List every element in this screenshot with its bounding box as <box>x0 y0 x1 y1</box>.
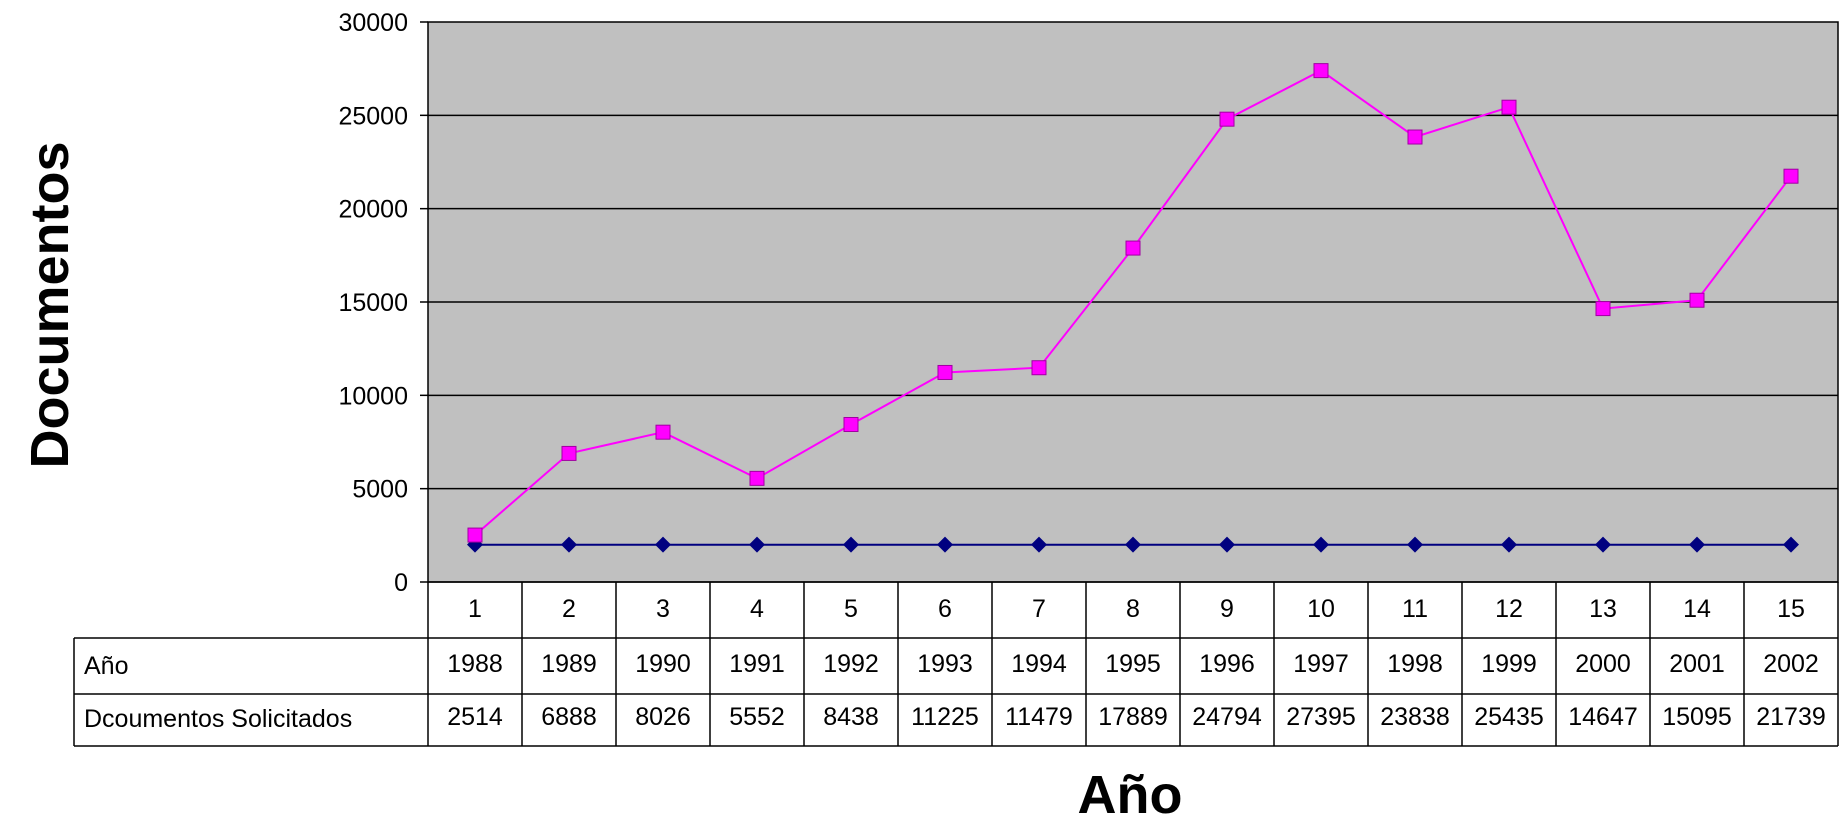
data-label: 1990 <box>635 650 691 678</box>
data-point <box>1220 112 1234 126</box>
data-point <box>468 528 482 542</box>
data-point <box>656 425 670 439</box>
y-tick-label: 5000 <box>352 476 408 504</box>
data-label: 8026 <box>635 703 691 731</box>
data-label: 5552 <box>729 703 785 731</box>
data-point <box>1032 361 1046 375</box>
data-label: 24794 <box>1192 703 1262 731</box>
data-label: 1991 <box>729 650 785 678</box>
data-label: 25435 <box>1474 703 1544 731</box>
x-tick-label: 14 <box>1683 595 1711 623</box>
data-label: 1994 <box>1011 650 1067 678</box>
data-label: 27395 <box>1286 703 1356 731</box>
x-tick-label: 6 <box>938 595 952 623</box>
x-tick-label: 12 <box>1495 595 1523 623</box>
data-label: 11479 <box>1005 703 1073 731</box>
y-tick-label: 25000 <box>338 102 408 130</box>
x-tick-label: 8 <box>1126 595 1140 623</box>
data-label: 1998 <box>1387 650 1443 678</box>
x-tick-label: 11 <box>1402 595 1428 623</box>
data-point <box>1596 302 1610 316</box>
data-label: 8438 <box>823 703 879 731</box>
y-axis-title: Documentos <box>20 141 80 468</box>
data-label: 1992 <box>823 650 879 678</box>
data-point <box>938 365 952 379</box>
y-tick-label: 15000 <box>338 289 408 317</box>
x-tick-label: 7 <box>1032 595 1046 623</box>
x-tick-label: 10 <box>1307 595 1335 623</box>
data-point <box>1784 169 1798 183</box>
data-label: 1995 <box>1105 650 1161 678</box>
x-tick-label: 13 <box>1589 595 1617 623</box>
x-tick-label: 9 <box>1220 595 1234 623</box>
table-row-label: Año <box>84 652 128 680</box>
data-point <box>1502 100 1516 114</box>
y-tick-label: 20000 <box>338 196 408 224</box>
y-axis-ticks: 0 5000 10000 15000 20000 25000 30000 <box>338 9 428 597</box>
x-tick-label: 4 <box>750 595 764 623</box>
x-axis-title: Año <box>1078 765 1183 819</box>
data-point <box>844 417 858 431</box>
data-label: 2002 <box>1763 650 1819 678</box>
data-label: 1993 <box>917 650 973 678</box>
y-tick-label: 30000 <box>338 9 408 37</box>
data-label: 23838 <box>1380 703 1450 731</box>
x-tick-label: 1 <box>468 595 482 623</box>
data-point <box>750 471 764 485</box>
data-label: 2000 <box>1575 650 1631 678</box>
data-label: 1999 <box>1481 650 1537 678</box>
data-point <box>1314 64 1328 78</box>
y-tick-label: 10000 <box>338 382 408 410</box>
data-label: 6888 <box>541 703 597 731</box>
x-tick-label: 2 <box>562 595 576 623</box>
data-label: 1988 <box>447 650 503 678</box>
data-point <box>562 446 576 460</box>
data-point <box>1690 293 1704 307</box>
data-label: 2001 <box>1669 650 1725 678</box>
x-tick-label: 3 <box>656 595 670 623</box>
y-tick-label: 0 <box>394 569 408 597</box>
data-label: 1989 <box>541 650 597 678</box>
data-point <box>1126 241 1140 255</box>
data-label: 1996 <box>1199 650 1255 678</box>
data-label: 11225 <box>911 703 979 731</box>
data-label: 15095 <box>1662 703 1732 731</box>
data-label: 21739 <box>1756 703 1826 731</box>
data-label: 17889 <box>1098 703 1168 731</box>
data-point <box>1408 130 1422 144</box>
data-label: 14647 <box>1568 703 1638 731</box>
data-label: 1997 <box>1293 650 1349 678</box>
data-label: 2514 <box>447 703 503 731</box>
table-row-label: Dcoumentos Solicitados <box>84 705 352 733</box>
x-tick-label: 5 <box>844 595 858 623</box>
x-tick-label: 15 <box>1777 595 1805 623</box>
